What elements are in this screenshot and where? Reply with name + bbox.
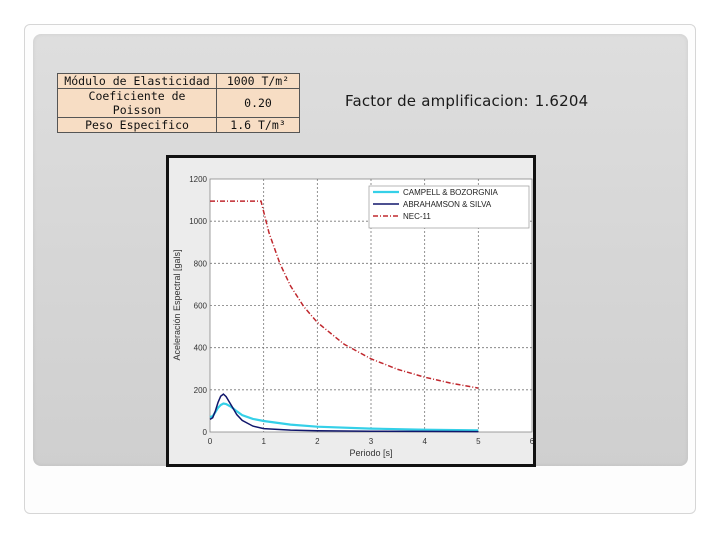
x-tick-label: 2: [315, 437, 320, 446]
y-tick-label: 1200: [189, 175, 207, 184]
series-lines: [209, 200, 479, 433]
property-label: Coeficiente de Poisson: [57, 88, 217, 118]
property-value: 1.6 T/m³: [216, 117, 300, 133]
y-tick-label: 800: [194, 259, 208, 268]
y-tick-label: 200: [194, 386, 208, 395]
table-row: Módulo de Elasticidad 1000 T/m²: [57, 73, 300, 89]
y-axis-label: Aceleración Espectral [gals]: [172, 249, 182, 360]
amplification-factor-value: 1.6204: [534, 92, 589, 110]
property-label: Peso Especifico: [57, 117, 217, 133]
soil-properties-table: Módulo de Elasticidad 1000 T/m² Coeficie…: [57, 73, 300, 133]
x-tick-label: 6: [530, 437, 533, 446]
y-tick-label: 400: [194, 344, 208, 353]
x-tick-label: 3: [369, 437, 374, 446]
legend-label: ABRAHAMSON & SILVA: [403, 200, 492, 209]
spectrum-chart-svg: 0 1 2 3 4 5 6 0 200 400 600 800 1000 1200 CAMPELL & B…: [169, 158, 535, 464]
x-tick-label: 4: [422, 437, 427, 446]
y-tick-label: 0: [203, 428, 208, 437]
legend-label: NEC-11: [403, 212, 431, 221]
x-axis-label: Periodo [s]: [349, 448, 392, 458]
series-line-1: [209, 402, 479, 432]
property-value: 0.20: [216, 88, 300, 118]
amplification-factor-label: Factor de amplificacion:: [345, 92, 529, 110]
amplification-factor: Factor de amplificacion: 1.6204: [345, 92, 588, 110]
property-label: Módulo de Elasticidad: [57, 73, 217, 89]
spectrum-chart: 0 1 2 3 4 5 6 0 200 400 600 800 1000 1200 CAMPELL & B…: [166, 155, 536, 467]
y-tick-label: 1000: [189, 217, 207, 226]
x-tick-label: 1: [261, 437, 266, 446]
tick-labels: 0 1 2 3 4 5 6 0 200 400 600 800 1000 1200: [189, 175, 535, 446]
property-value: 1000 T/m²: [216, 73, 300, 89]
legend: CAMPELL & BOZORGNIA ABRAHAMSON & SILVA NEC…: [368, 185, 530, 229]
x-tick-label: 5: [476, 437, 481, 446]
x-tick-label: 0: [208, 437, 213, 446]
series-line-2: [209, 393, 479, 433]
legend-label: CAMPELL & BOZORGNIA: [403, 188, 499, 197]
table-row: Coeficiente de Poisson 0.20: [57, 88, 300, 118]
table-row: Peso Especifico 1.6 T/m³: [57, 117, 300, 133]
y-tick-label: 600: [194, 302, 208, 311]
